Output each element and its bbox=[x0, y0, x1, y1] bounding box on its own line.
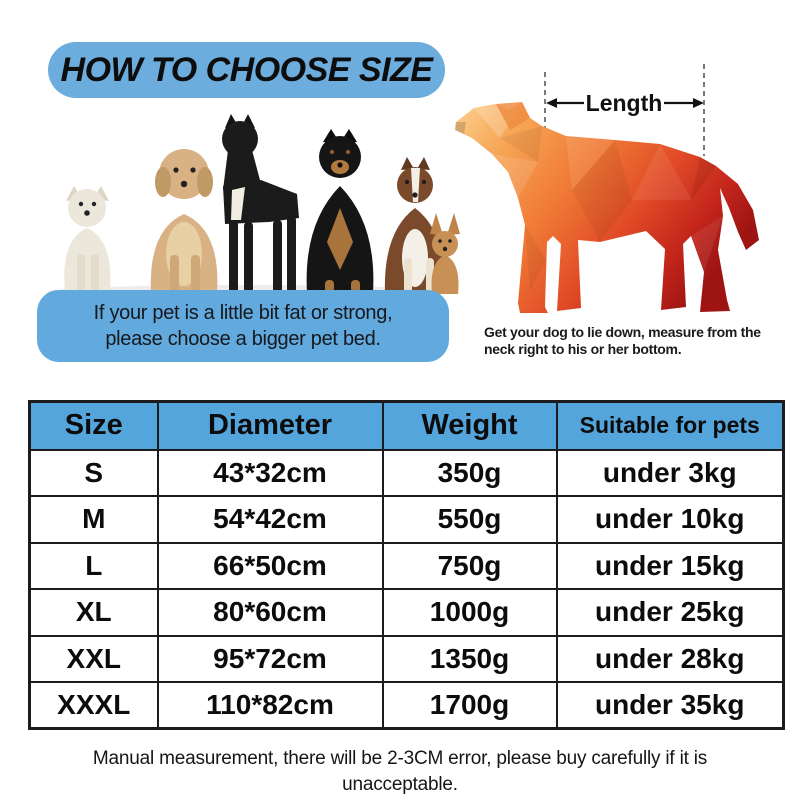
disclaimer-line-2: unacceptable. bbox=[342, 774, 458, 795]
table-row: XL 80*60cm 1000g under 25kg bbox=[28, 588, 785, 637]
header-suitable-for-pets: Suitable for pets bbox=[555, 400, 785, 451]
cell-size: XL bbox=[28, 588, 159, 637]
table-header-row: Size Diameter Weight Suitable for pets bbox=[28, 400, 785, 451]
note-line-1: If your pet is a little bit fat or stron… bbox=[93, 302, 393, 324]
size-table: Size Diameter Weight Suitable for pets S… bbox=[28, 400, 785, 730]
cell-weight: 550g bbox=[381, 495, 558, 544]
note-line-2: please choose a bigger pet bed. bbox=[105, 328, 381, 350]
cell-diameter: 54*42cm bbox=[156, 495, 384, 544]
page-title: HOW TO CHOOSE SIZE bbox=[60, 50, 433, 89]
cell-weight: 350g bbox=[381, 448, 558, 497]
dog-chihuahua-icon bbox=[430, 213, 460, 294]
cell-weight: 750g bbox=[381, 541, 558, 590]
header-size: Size bbox=[28, 400, 159, 451]
poly-dog-icon bbox=[455, 102, 759, 313]
title-banner: HOW TO CHOOSE SIZE bbox=[48, 42, 445, 98]
dog-border-collie-icon bbox=[384, 157, 446, 293]
cell-diameter: 110*82cm bbox=[156, 681, 384, 730]
dog-great-dane-icon bbox=[222, 114, 299, 293]
cell-pets: under 28kg bbox=[555, 634, 785, 683]
table-row: XXXL 110*82cm 1700g under 35kg bbox=[28, 681, 785, 730]
length-label: Length bbox=[586, 90, 663, 116]
cell-size: XXL bbox=[28, 634, 159, 683]
cell-diameter: 43*32cm bbox=[156, 448, 384, 497]
dog-westie-icon bbox=[64, 186, 111, 293]
dog-rottweiler-icon bbox=[306, 129, 374, 293]
dog-nose-facet bbox=[455, 122, 466, 134]
measure-instruction: Get your dog to lie down, measure from t… bbox=[484, 324, 794, 358]
cell-size: XXXL bbox=[28, 681, 159, 730]
measure-line-1: Get your dog to lie down, measure from t… bbox=[484, 324, 761, 340]
table-row: XXL 95*72cm 1350g under 28kg bbox=[28, 634, 785, 683]
measure-diagram-icon: Length bbox=[455, 64, 759, 313]
dog-golden-retriever-icon bbox=[150, 149, 218, 293]
cell-size: L bbox=[28, 541, 159, 590]
table-row: S 43*32cm 350g under 3kg bbox=[28, 448, 785, 497]
cell-weight: 1000g bbox=[381, 588, 558, 637]
cell-pets: under 15kg bbox=[555, 541, 785, 590]
cell-diameter: 95*72cm bbox=[156, 634, 384, 683]
length-guides bbox=[544, 64, 705, 156]
pet-size-note: If your pet is a little bit fat or stron… bbox=[37, 290, 449, 362]
cell-pets: under 10kg bbox=[555, 495, 785, 544]
dogs-photo-icon bbox=[47, 114, 460, 299]
cell-diameter: 66*50cm bbox=[156, 541, 384, 590]
cell-size: S bbox=[28, 448, 159, 497]
header-weight: Weight bbox=[381, 400, 558, 451]
measure-line-2: neck right to his or her bottom. bbox=[484, 341, 682, 357]
cell-pets: under 35kg bbox=[555, 681, 785, 730]
dog-ear-facet bbox=[496, 102, 530, 130]
arrowhead-right-icon bbox=[693, 98, 704, 108]
cell-size: M bbox=[28, 495, 159, 544]
disclaimer: Manual measurement, there will be 2-3CM … bbox=[0, 746, 800, 798]
disclaimer-line-1: Manual measurement, there will be 2-3CM … bbox=[92, 748, 708, 769]
cell-weight: 1350g bbox=[381, 634, 558, 683]
header-diameter: Diameter bbox=[156, 400, 384, 451]
cell-pets: under 25kg bbox=[555, 588, 785, 637]
cell-pets: under 3kg bbox=[555, 448, 785, 497]
table-row: L 66*50cm 750g under 15kg bbox=[28, 541, 785, 590]
cell-weight: 1700g bbox=[381, 681, 558, 730]
table-row: M 54*42cm 550g under 10kg bbox=[28, 495, 785, 544]
cell-diameter: 80*60cm bbox=[156, 588, 384, 637]
arrowhead-left-icon bbox=[546, 98, 557, 108]
